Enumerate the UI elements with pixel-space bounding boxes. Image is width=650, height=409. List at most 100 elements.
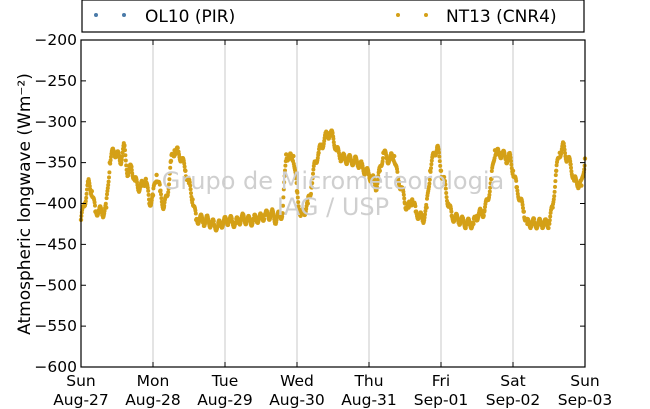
- data-point-series-1: [143, 176, 148, 182]
- data-point-series-1-dense: [331, 140, 336, 145]
- data-point-series-1-dense: [175, 145, 180, 150]
- data-point-series-1-dense: [515, 185, 519, 190]
- data-point-series-1-dense: [283, 163, 288, 168]
- y-tick-labels: −200 −250 −300 −350 −400 −450 −500 −550 −600: [34, 31, 77, 376]
- data-point-series-1-dense: [429, 162, 434, 167]
- y-tick-label: −500: [34, 276, 77, 294]
- x-tick-date: Sep-03: [558, 391, 613, 409]
- x-tick-date: Sep-01: [414, 391, 469, 409]
- x-tick-date: Aug-28: [125, 391, 181, 409]
- data-point-series-1-dense: [427, 177, 432, 182]
- data-point-series-1-dense: [103, 201, 108, 206]
- y-tick-label: −350: [34, 154, 77, 172]
- data-point-series-1-dense: [509, 158, 513, 163]
- data-point-series-1-dense: [568, 159, 573, 164]
- data-point-series-1-dense: [120, 150, 125, 155]
- data-point-series-1-dense: [123, 158, 128, 163]
- data-point-series-1-dense: [159, 196, 164, 201]
- data-point-series-1-dense: [84, 191, 89, 196]
- legend-marker-ol10-a: [94, 13, 98, 17]
- data-point-series-1-dense: [509, 162, 514, 167]
- data-point-series-1-dense: [85, 187, 89, 192]
- data-point-series-1-dense: [521, 209, 526, 214]
- data-point-series-1-dense: [423, 212, 427, 217]
- data-point-series-1-dense: [546, 226, 551, 231]
- data-point-series-1-dense: [423, 208, 428, 213]
- data-point-series-1-dense: [211, 219, 216, 224]
- data-point-series-1-dense: [105, 192, 109, 197]
- y-tick-label: −250: [34, 72, 77, 90]
- data-point-series-1-dense: [123, 153, 128, 158]
- data-point-series-1-dense: [145, 185, 150, 190]
- data-point-series-1-dense: [281, 203, 285, 208]
- x-tick-day: Wed: [280, 372, 314, 390]
- data-point-series-1-dense: [282, 173, 287, 178]
- data-point-series-1-dense: [427, 181, 432, 186]
- data-points: [78, 128, 588, 233]
- data-point-series-1-dense: [106, 179, 111, 184]
- data-point-series-1-dense: [182, 164, 187, 169]
- data-point-series-1-dense: [92, 200, 97, 205]
- data-point-series-1-dense: [535, 223, 540, 228]
- data-point-series-1-dense: [553, 179, 558, 184]
- data-point-series-1-dense: [442, 175, 447, 180]
- data-point-series-1-dense: [316, 153, 321, 158]
- data-point-series-1-dense: [509, 166, 514, 171]
- data-point-series-1-dense: [183, 168, 187, 173]
- data-point-series-1-dense: [104, 196, 109, 201]
- data-point-series-1-dense: [508, 155, 513, 160]
- data-point-series-1-dense: [444, 191, 449, 196]
- data-point-series-1-dense: [107, 175, 111, 180]
- data-point-series-1-dense: [311, 167, 316, 172]
- legend-marker-ol10-b: [122, 13, 126, 17]
- data-point-series-1-dense: [305, 198, 310, 203]
- data-point-series-1-dense: [311, 171, 315, 176]
- data-point-series-1-dense: [514, 178, 519, 183]
- data-point-series-1: [554, 168, 559, 173]
- legend-marker-nt13-b: [424, 13, 428, 17]
- data-point-series-1-dense: [93, 203, 97, 208]
- data-point-series-1-dense: [84, 195, 89, 200]
- x-tick-date: Aug-30: [269, 391, 325, 409]
- x-tick-date: Sep-02: [486, 391, 541, 409]
- data-point-series-1-dense: [348, 155, 353, 160]
- data-point-series-1-dense: [189, 194, 194, 199]
- data-point-series-1-dense: [515, 188, 520, 193]
- data-point-series-1-dense: [532, 217, 537, 222]
- data-point-series-1-dense: [310, 176, 315, 181]
- data-point-series-1-dense: [487, 192, 492, 197]
- data-point-series-1-dense: [547, 218, 552, 223]
- data-point-series-1-dense: [295, 190, 300, 195]
- legend: OL10 (PIR) NT13 (CNR4): [81, 0, 585, 33]
- data-point-series-1-dense: [182, 161, 187, 166]
- x-tick-day: Sat: [500, 372, 525, 390]
- y-axis-label: Atmospheric longwave (Wm⁻²): [15, 73, 35, 335]
- data-point-series-1-dense: [520, 202, 525, 207]
- data-point-series-1-dense: [296, 204, 301, 209]
- y-tick-label: −450: [34, 235, 77, 253]
- data-point-series-1-dense: [167, 177, 172, 182]
- data-point-series-1-dense: [554, 163, 559, 168]
- data-point-series-1-dense: [562, 147, 567, 152]
- data-point-series-1-dense: [482, 208, 487, 213]
- data-point-series-1-dense: [161, 207, 166, 212]
- data-point-series-1-dense: [122, 143, 127, 148]
- data-point-series-1-dense: [375, 185, 379, 190]
- data-point-series-1-dense: [106, 183, 111, 188]
- data-point-series-1: [568, 162, 573, 167]
- data-point-series-1-dense: [293, 172, 298, 177]
- data-point-series-1-dense: [424, 202, 429, 207]
- data-point-series-1-dense: [309, 191, 313, 196]
- y-tick-label: −200: [34, 31, 77, 49]
- x-tick-day: Mon: [137, 372, 170, 390]
- data-point-series-1-dense: [551, 197, 556, 202]
- data-point-series-1-dense: [108, 158, 113, 163]
- data-point-series-1-dense: [166, 186, 171, 191]
- x-tick-date: Aug-31: [341, 391, 397, 409]
- data-point-series-1-dense: [413, 204, 418, 209]
- legend-label-nt13: NT13 (CNR4): [446, 7, 557, 27]
- x-tick-day: Fri: [432, 372, 450, 390]
- data-point-series-1-dense: [483, 205, 487, 210]
- data-point-series-1-dense: [488, 181, 493, 186]
